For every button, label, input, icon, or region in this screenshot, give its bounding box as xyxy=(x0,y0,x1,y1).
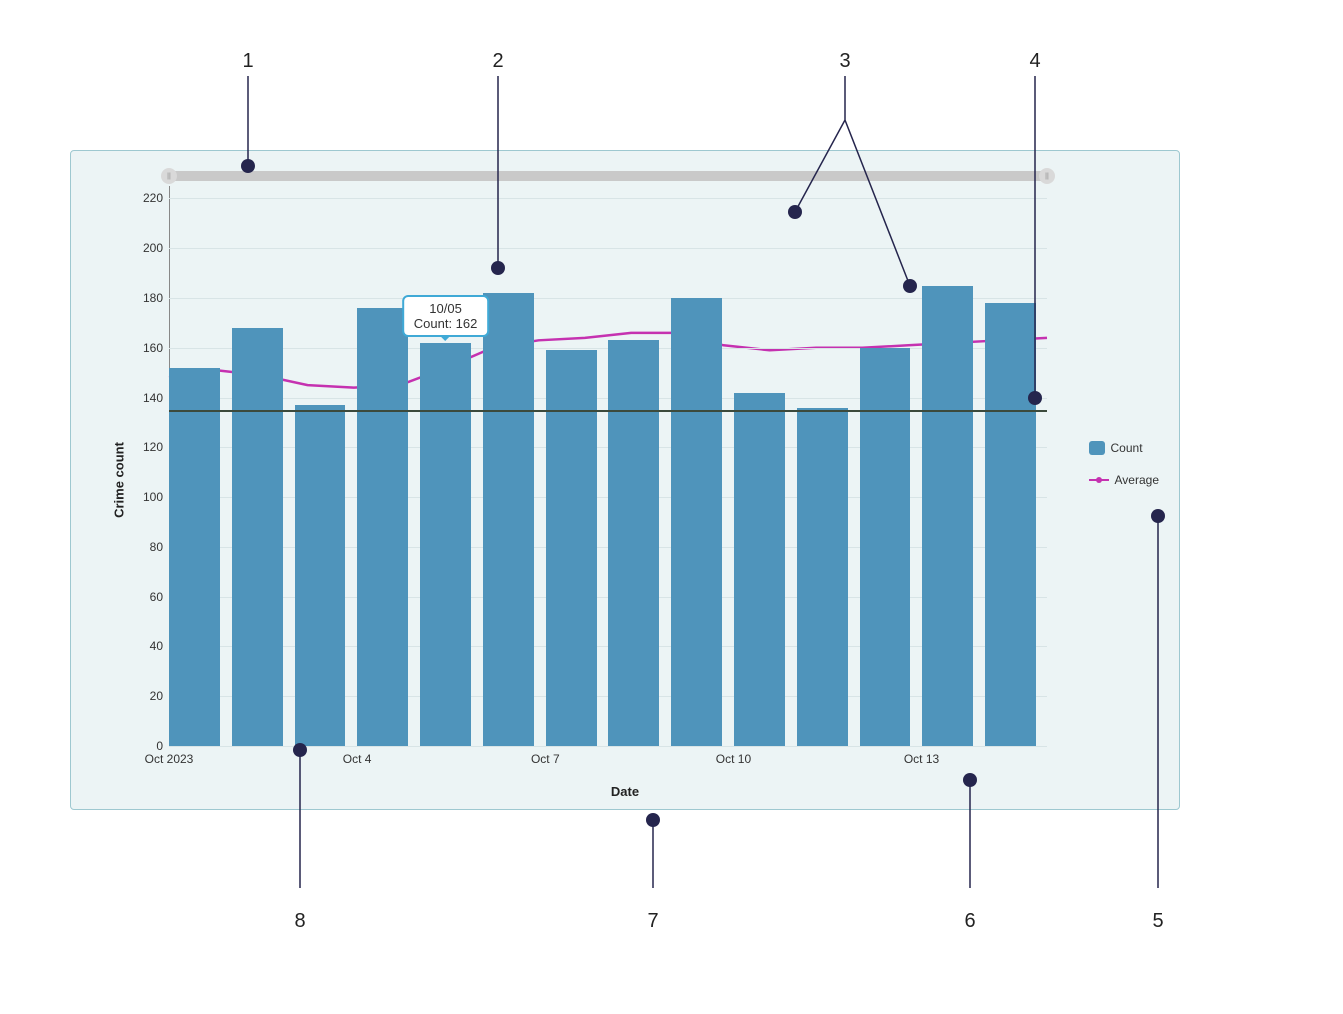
bar[interactable] xyxy=(295,405,346,746)
bar[interactable] xyxy=(357,308,408,746)
bar[interactable] xyxy=(797,408,848,746)
y-tick-label: 80 xyxy=(150,540,163,554)
legend: Count Average xyxy=(1089,441,1159,505)
annotation-number: 5 xyxy=(1152,910,1163,933)
bar[interactable] xyxy=(860,348,911,746)
annotation-number: 2 xyxy=(492,50,503,73)
y-tick-label: 20 xyxy=(150,689,163,703)
y-tick-label: 60 xyxy=(150,590,163,604)
bar[interactable] xyxy=(232,328,283,746)
slider-handle-right[interactable]: || xyxy=(1039,168,1055,184)
annotation-number: 4 xyxy=(1029,50,1040,73)
bar[interactable] xyxy=(483,293,534,746)
bar[interactable] xyxy=(671,298,722,746)
y-tick-label: 140 xyxy=(143,391,163,405)
annotation-number: 6 xyxy=(964,910,975,933)
threshold-line xyxy=(169,410,1047,412)
y-tick-label: 0 xyxy=(156,739,163,753)
gridline xyxy=(169,746,1047,747)
annotation-number: 3 xyxy=(839,50,850,73)
bar[interactable] xyxy=(420,343,471,746)
tooltip-line1: 10/05 xyxy=(414,301,478,316)
y-axis-label: Crime count xyxy=(111,442,126,518)
slider-handle-left[interactable]: || xyxy=(161,168,177,184)
annotation-number: 7 xyxy=(647,910,658,933)
legend-item-average[interactable]: Average xyxy=(1089,473,1159,487)
tooltip-line2: Count: 162 xyxy=(414,316,478,331)
bar[interactable] xyxy=(169,368,220,746)
range-slider[interactable]: || || xyxy=(169,171,1047,181)
gridline xyxy=(169,198,1047,199)
tooltip: 10/05Count: 162 xyxy=(402,295,490,337)
x-tick-label: Oct 2023 xyxy=(145,752,194,766)
bar[interactable] xyxy=(922,286,973,746)
annotation-number: 1 xyxy=(242,50,253,73)
legend-swatch-line xyxy=(1089,479,1109,481)
x-tick-label: Oct 13 xyxy=(904,752,939,766)
chart-container: || || Crime count Date 02040608010012014… xyxy=(70,150,1180,810)
y-tick-label: 180 xyxy=(143,291,163,305)
gridline xyxy=(169,248,1047,249)
x-axis-label: Date xyxy=(611,784,639,799)
bar[interactable] xyxy=(985,303,1036,746)
y-tick-label: 120 xyxy=(143,440,163,454)
gridline xyxy=(169,298,1047,299)
x-tick-label: Oct 10 xyxy=(716,752,751,766)
y-tick-label: 200 xyxy=(143,241,163,255)
bar[interactable] xyxy=(734,393,785,746)
legend-swatch-bar xyxy=(1089,441,1105,455)
y-tick-label: 40 xyxy=(150,639,163,653)
legend-label: Count xyxy=(1111,441,1143,455)
bar[interactable] xyxy=(608,340,659,746)
x-tick-label: Oct 7 xyxy=(531,752,560,766)
y-tick-label: 220 xyxy=(143,191,163,205)
x-tick-label: Oct 4 xyxy=(343,752,372,766)
y-tick-label: 100 xyxy=(143,490,163,504)
legend-label: Average xyxy=(1115,473,1159,487)
y-tick-label: 160 xyxy=(143,341,163,355)
plot-area: 020406080100120140160180200220Oct 2023Oc… xyxy=(169,186,1047,746)
legend-item-count[interactable]: Count xyxy=(1089,441,1159,455)
annotation-number: 8 xyxy=(294,910,305,933)
